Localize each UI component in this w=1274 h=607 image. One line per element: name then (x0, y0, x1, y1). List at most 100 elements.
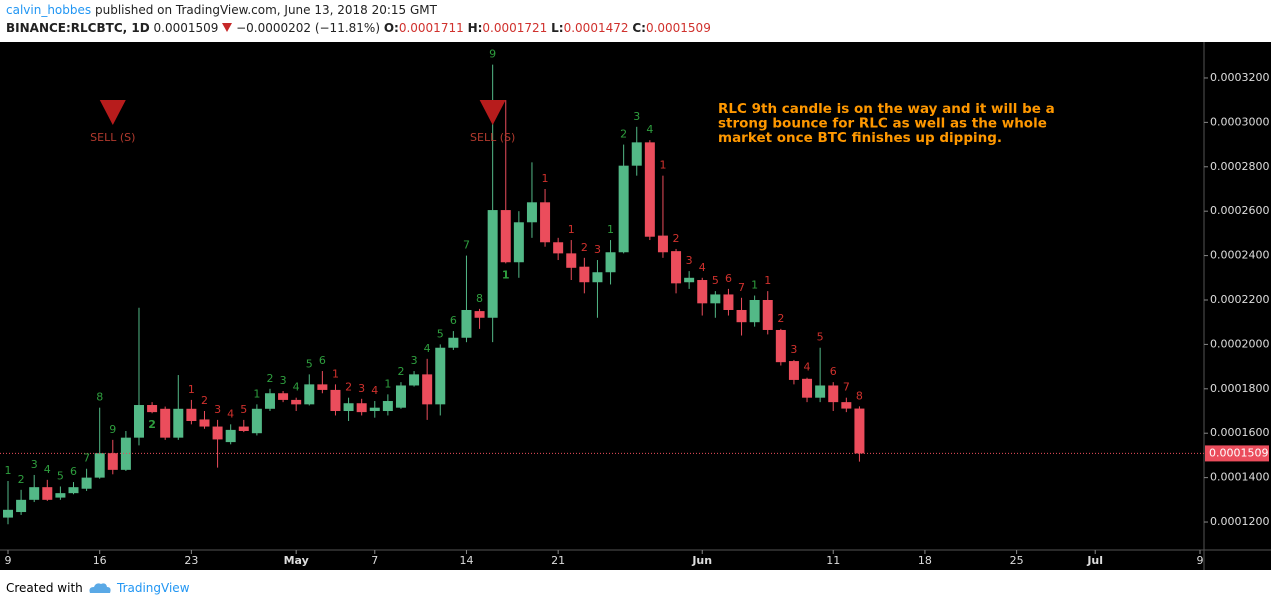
count-label: 2 (345, 381, 352, 394)
y-tick-label: 0.0002600 (1210, 204, 1270, 217)
count-label: 8 (96, 391, 103, 404)
x-tick-label: 14 (459, 554, 473, 567)
candle-body (343, 403, 354, 412)
count-label: 4 (371, 384, 378, 397)
y-tick-label: 0.0002800 (1210, 160, 1270, 173)
count-label: 9 (109, 423, 116, 436)
count-label: 2 (673, 232, 680, 245)
l-value: 0.0001472 (563, 21, 629, 35)
count-label: 3 (31, 458, 38, 471)
count-label: 3 (280, 374, 287, 387)
chart-background (0, 42, 1271, 570)
candle-body (802, 378, 813, 398)
count-label: 1 (764, 274, 771, 287)
candle-body (369, 407, 380, 412)
sell-label: SELL (S) (90, 131, 135, 144)
header-line: calvin_hobbes published on TradingView.c… (6, 3, 437, 17)
l-label: L: (551, 21, 564, 35)
candle-body (238, 426, 249, 431)
count-label: 5 (817, 331, 824, 344)
count-label: 1 (384, 377, 391, 390)
created-with: Created with (6, 581, 83, 595)
count-label: 1 (253, 387, 260, 400)
candle-body (618, 165, 629, 253)
candle-body (461, 309, 472, 338)
x-tick-label: 9 (1197, 554, 1204, 567)
y-tick-label: 0.0001600 (1210, 426, 1270, 439)
chart: 0.0001200 0.0001400 0.0001600 0.0001800 0.00… (0, 42, 1271, 570)
candle-body (107, 453, 118, 470)
candle-body (422, 374, 433, 405)
candle-body (657, 235, 668, 253)
candle-body (68, 487, 79, 494)
count-label: 2 (266, 372, 273, 385)
symbol-line: BINANCE:RLCBTC, 1D 0.0001509 −0.0000202 … (6, 21, 711, 35)
h-value: 0.0001721 (482, 21, 548, 35)
note-line: market once BTC finishes up dipping. (718, 130, 1002, 146)
author[interactable]: calvin_hobbes (6, 3, 92, 17)
count-label: 5 (240, 403, 247, 416)
count-label: 1 (188, 383, 195, 396)
count-label: 4 (804, 361, 811, 374)
candle-body (291, 399, 302, 405)
count-label: 2 (201, 394, 208, 407)
price: 0.0001509 (153, 21, 219, 35)
count-label: 6 (725, 272, 732, 285)
count-label: 6 (70, 465, 77, 478)
candle-body (330, 389, 341, 412)
y-tick-label: 0.0002000 (1210, 337, 1270, 350)
count-label: 3 (594, 243, 601, 256)
count-label: 7 (463, 239, 470, 252)
candle-body (133, 405, 144, 438)
count-label: 3 (358, 382, 365, 395)
count-label: 1 (568, 223, 575, 236)
candle-body (160, 408, 171, 438)
count-label: 8 (856, 389, 863, 402)
candle-body (815, 385, 826, 398)
x-tick-label: 25 (1010, 554, 1024, 567)
count-label: 1 (542, 172, 549, 185)
candle-body (173, 408, 184, 438)
candle-body (697, 280, 708, 304)
count-label: 5 (57, 470, 64, 483)
count-label: 2 (581, 241, 588, 254)
x-tick-label: 9 (5, 554, 12, 567)
count-label: 6 (319, 354, 326, 367)
candle-body (212, 426, 223, 440)
candle-body (592, 272, 603, 283)
count-label: 8 (476, 292, 483, 305)
count-label: 1 (5, 464, 12, 477)
count-label: 7 (843, 381, 850, 394)
candle-body (644, 142, 655, 237)
published: published on TradingView.com, June 13, 2… (94, 3, 437, 17)
y-tick-label: 0.0002400 (1210, 249, 1270, 262)
candle-body (605, 252, 616, 273)
count-label: 4 (293, 381, 300, 394)
change: −0.0000202 (−11.81%) (236, 21, 380, 35)
count-label: 1 (607, 223, 614, 236)
count-label: 5 (306, 357, 313, 370)
note-line: RLC 9th candle is on the way and it will… (718, 101, 1055, 117)
last-price-tag (1205, 445, 1269, 462)
candle-body (42, 487, 53, 500)
y-tick-label: 0.0003000 (1210, 115, 1270, 128)
h-label: H: (467, 21, 483, 35)
y-tick-label: 0.0001800 (1210, 382, 1270, 395)
candle-body (304, 384, 315, 405)
candle-body (382, 401, 393, 412)
sell-marker (479, 100, 506, 125)
candle-body (540, 202, 551, 243)
candle-body (526, 202, 537, 223)
brand[interactable]: TradingView (117, 581, 190, 595)
count-label: 4 (424, 342, 431, 355)
candle-body (487, 210, 498, 318)
candle-body (579, 266, 590, 283)
candle-body (775, 329, 786, 363)
candle-body (147, 405, 158, 413)
count-label: 6 (450, 314, 457, 327)
x-tick-label: Jul (1086, 554, 1103, 567)
count-label: 6 (830, 365, 837, 378)
last-price-label: 0.0001509 (1209, 446, 1269, 459)
count-label: 5 (437, 327, 444, 340)
count-label: 2 (148, 418, 156, 431)
